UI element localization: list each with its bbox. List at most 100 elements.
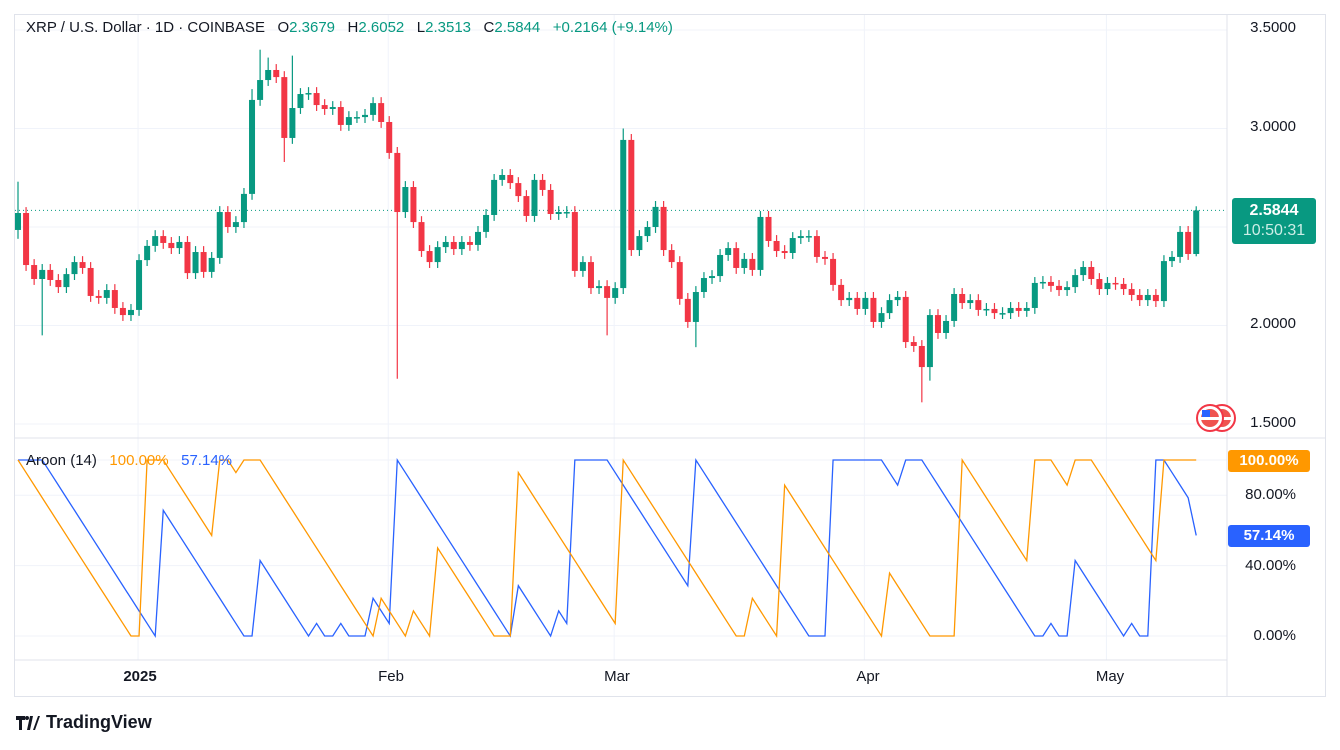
price-tick: 1.5000 — [1250, 414, 1296, 431]
candle-body — [71, 262, 78, 275]
candle-body — [491, 179, 498, 215]
candle-body — [805, 236, 812, 238]
candle-body — [426, 251, 433, 263]
candle-body — [119, 307, 126, 316]
tradingview-logo-icon — [16, 715, 40, 730]
candle-body — [999, 313, 1006, 315]
candle-body — [596, 286, 603, 289]
candle-body — [1015, 307, 1022, 311]
candle-body — [240, 193, 247, 223]
candle-body — [386, 121, 393, 153]
candle-body — [297, 94, 304, 109]
candle-body — [991, 308, 998, 314]
candle-body — [55, 279, 62, 288]
candle-body — [442, 241, 449, 248]
candle-body — [757, 216, 764, 270]
candle-body — [717, 254, 724, 277]
symbol-title: XRP / U.S. Dollar · 1D · COINBASE — [26, 19, 265, 36]
candle-body — [886, 300, 893, 314]
candle-body — [870, 297, 877, 322]
candle-body — [1023, 307, 1030, 311]
candle-body — [200, 252, 207, 272]
candle-body — [402, 187, 409, 213]
candle-body — [725, 248, 732, 255]
candle-body — [918, 345, 925, 368]
candle-body — [644, 227, 651, 237]
candle-body — [1128, 289, 1135, 295]
candle-body — [523, 196, 530, 216]
candle-body — [329, 107, 336, 109]
candle-body — [684, 298, 691, 322]
candle-body — [604, 286, 611, 298]
candle-body — [313, 93, 320, 106]
candle-body — [539, 179, 546, 190]
candle-body — [192, 252, 199, 274]
candle-body — [1104, 282, 1111, 290]
candle-body — [160, 236, 167, 243]
low-label: L — [416, 19, 426, 36]
open-label: O — [277, 19, 290, 36]
candle-body — [862, 297, 869, 309]
candle-body — [31, 265, 38, 280]
candle-body — [1120, 283, 1127, 290]
candle-body — [1039, 281, 1046, 284]
candle-body — [95, 295, 102, 298]
indicator-legend[interactable]: Aroon (14) 100.00% 57.14% — [26, 452, 232, 469]
aroon-tick: 80.00% — [1245, 486, 1296, 503]
candle-body — [894, 296, 901, 301]
candle-body — [353, 117, 360, 119]
candle-body — [1080, 266, 1087, 276]
tradingview-logo[interactable]: TradingView — [16, 712, 152, 733]
candle-body — [733, 248, 740, 268]
candle-body — [1144, 294, 1151, 301]
candle-body — [555, 212, 562, 214]
candle-body — [1193, 210, 1200, 254]
candle-body — [951, 293, 958, 321]
candle-body — [838, 284, 845, 301]
bar-countdown: 10:50:31 — [1242, 222, 1306, 239]
candle-body — [1112, 282, 1119, 285]
time-tick: Mar — [604, 668, 630, 685]
candle-body — [660, 206, 667, 251]
candle-body — [1169, 256, 1176, 262]
candle-body — [846, 297, 853, 301]
candle-body — [587, 262, 594, 289]
price-tick: 3.0000 — [1250, 118, 1296, 135]
candle-body — [144, 245, 151, 261]
candle-body — [152, 236, 159, 246]
candle-body — [910, 342, 917, 346]
candle-body — [15, 213, 21, 230]
candle-body — [1096, 279, 1103, 290]
candle-body — [474, 231, 481, 245]
candle-body — [797, 236, 804, 239]
candle-body — [975, 300, 982, 310]
aroon-tick: 0.00% — [1253, 627, 1296, 644]
candle-body — [902, 296, 909, 343]
candle-body — [184, 241, 191, 274]
candle-body — [765, 216, 772, 241]
candle-body — [168, 242, 175, 249]
candle-body — [692, 292, 699, 322]
candle-body — [273, 69, 280, 78]
candle-body — [249, 99, 256, 194]
candle-body — [224, 212, 231, 227]
candle-body — [370, 103, 377, 115]
candle-body — [63, 274, 70, 288]
close-label: C — [483, 19, 495, 36]
candle-body — [289, 108, 296, 138]
candle-body — [87, 267, 94, 296]
candle-body — [79, 262, 86, 268]
candle-body — [507, 174, 514, 184]
aroon-up-badge: 100.00% — [1228, 450, 1310, 472]
candle-body — [813, 236, 820, 257]
candle-body — [281, 77, 288, 138]
candle-body — [926, 315, 933, 368]
candle-body — [378, 103, 385, 122]
last-price: 2.5844 — [1249, 202, 1299, 219]
candle-body — [305, 93, 312, 95]
candle-body — [1152, 294, 1159, 302]
candle-body — [499, 174, 506, 180]
candle-body — [394, 152, 401, 213]
change-value: +0.2164 (+9.14%) — [552, 19, 673, 36]
